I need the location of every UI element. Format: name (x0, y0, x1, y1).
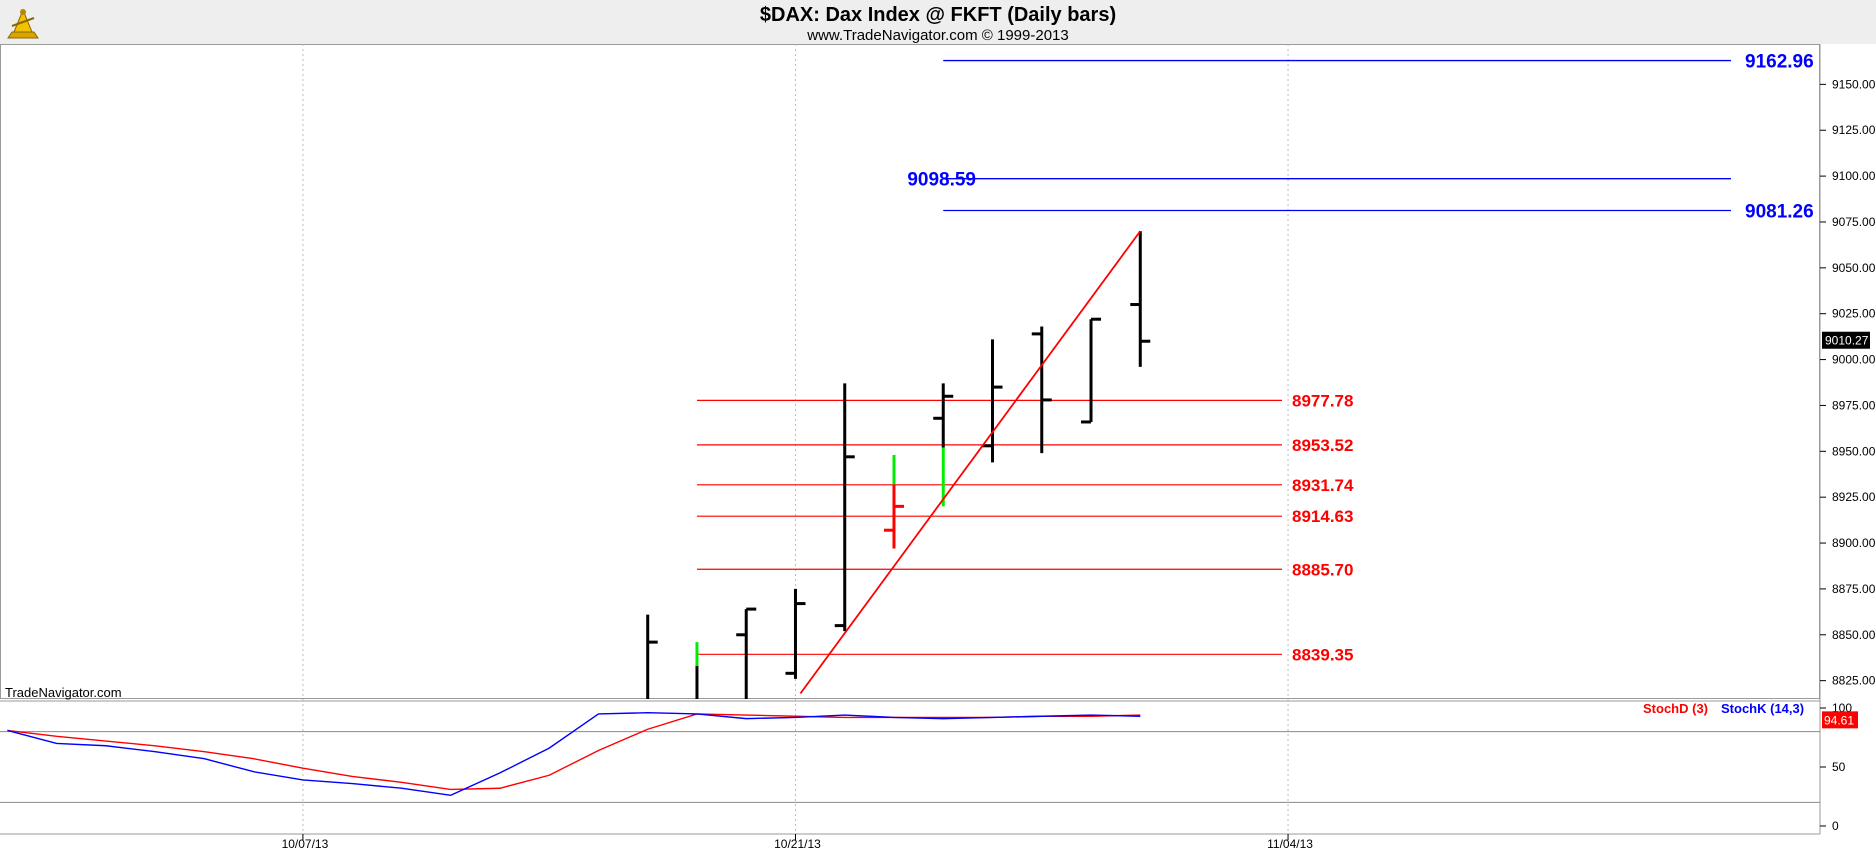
ohlc-bar (736, 607, 757, 699)
price-levels: 9162.96 9098.59 9081.26 8977.78 8953.52 8931.… (696, 52, 1814, 664)
last-price-tag (1822, 331, 1870, 349)
ohlc-bar (834, 383, 855, 632)
blue-level-label: 9081.26 (1745, 201, 1814, 222)
price-panel-frame (0, 44, 1820, 699)
red-level-label: 8953.52 (1292, 436, 1353, 455)
price-tick-label: 9075.00 (1832, 215, 1876, 229)
header-background (0, 0, 1876, 44)
date-label: 11/04/13 (1267, 837, 1313, 851)
price-tick-label: 8850.00 (1832, 628, 1876, 642)
stoch-last-label: 94.61 (1824, 713, 1854, 727)
price-tick-label: 9000.00 (1832, 353, 1876, 367)
ohlc-bar (646, 614, 658, 699)
date-label: 10/21/13 (774, 837, 821, 851)
red-level-label: 8931.74 (1292, 476, 1354, 495)
price-tick-label: 8950.00 (1832, 444, 1876, 458)
date-axis: 10/07/13 10/21/13 11/04/13 (282, 834, 1313, 851)
price-tick-label: 9050.00 (1832, 261, 1876, 275)
watermark: TradeNavigator.com (5, 685, 122, 700)
price-tick-label: 8925.00 (1832, 490, 1876, 504)
stoch-legend-d: StochD (3) (1643, 701, 1708, 716)
ohlc-bar (785, 588, 806, 679)
trendline (799, 230, 1141, 695)
ohlc-bar (1081, 317, 1102, 424)
price-tick-label: 8975.00 (1832, 398, 1876, 412)
stoch-last-tag (1822, 711, 1858, 729)
stoch-d-line (7, 713, 1141, 791)
ohlc-bar (933, 383, 954, 507)
date-gridlines (302, 44, 1289, 834)
price-tick-label: 8900.00 (1832, 536, 1876, 550)
ohlc-bar (982, 339, 1003, 463)
trade-navigator-logo-icon (7, 8, 39, 39)
blue-level-label: 9098.59 (907, 170, 976, 191)
price-tick-label: 8875.00 (1832, 582, 1876, 596)
price-tick-label: 9100.00 (1832, 169, 1876, 183)
price-tick-label: 8825.00 (1832, 674, 1876, 688)
price-tick-label: 9125.00 (1832, 123, 1876, 137)
stoch-tick-label: 0 (1832, 819, 1839, 833)
stoch-k-line (7, 712, 1141, 797)
ohlc-bar (1130, 231, 1151, 367)
ohlc-bar (883, 454, 904, 549)
last-price-label: 9010.27 (1825, 334, 1869, 348)
chart-subtitle: www.TradeNavigator.com © 1999-2013 (806, 27, 1068, 44)
chart-title: $DAX: Dax Index @ FKFT (Daily bars) (760, 4, 1116, 26)
price-tick-label: 9150.00 (1832, 77, 1876, 91)
price-tick-label: 9025.00 (1832, 307, 1876, 321)
red-level-label: 8914.63 (1292, 507, 1353, 526)
price-axis: 8825.00 8850.00 8875.00 8900.00 8925.00 8950.… (1820, 77, 1876, 688)
red-level-label: 8839.35 (1292, 645, 1353, 664)
red-level-label: 8885.70 (1292, 560, 1353, 579)
stoch-legend-k: StochK (14,3) (1721, 701, 1804, 716)
date-label: 10/07/13 (282, 837, 329, 851)
red-level-label: 8977.78 (1292, 391, 1353, 410)
trendline-layer (799, 230, 1141, 695)
stoch-tick-label: 50 (1832, 760, 1846, 774)
ohlc-bar (1031, 326, 1052, 454)
price-bars (646, 231, 1151, 699)
blue-level-label: 9162.96 (1745, 52, 1814, 73)
